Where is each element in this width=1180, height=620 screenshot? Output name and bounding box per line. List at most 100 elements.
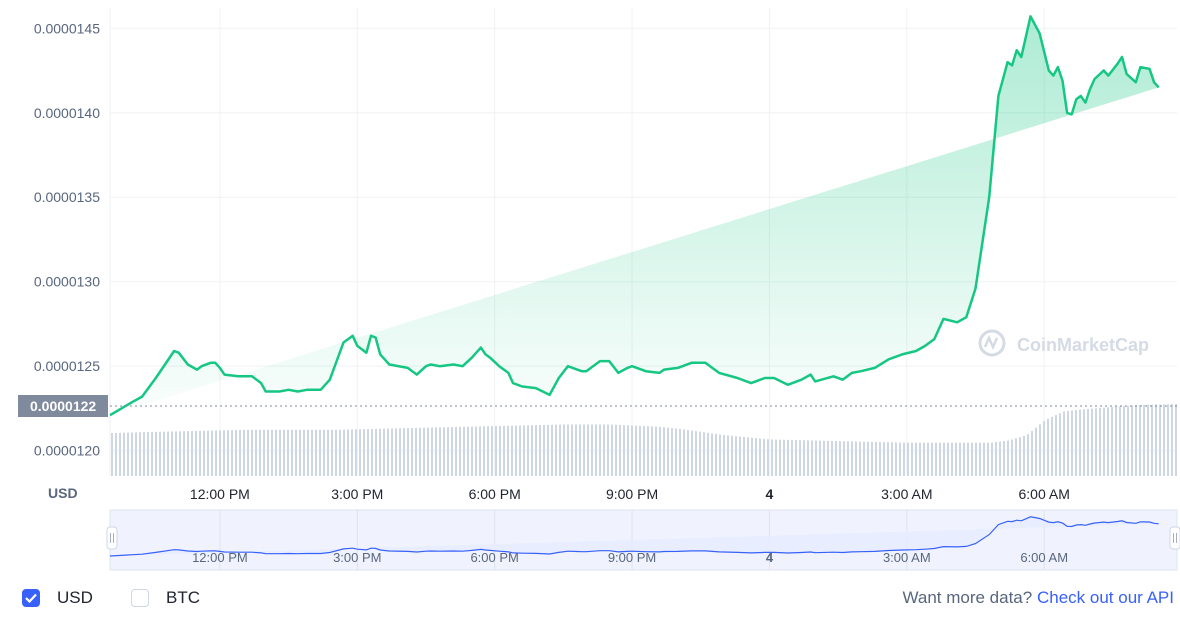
price-area: [110, 16, 1159, 416]
volume-bar: [323, 429, 325, 476]
volume-bar: [499, 425, 501, 476]
api-prompt: Want more data?: [902, 588, 1033, 607]
volume-bar: [167, 431, 169, 476]
volume-bar: [507, 425, 509, 476]
volume-bar: [815, 440, 817, 476]
volume-bar: [947, 442, 949, 476]
volume-bar: [567, 424, 569, 476]
volume-bar: [519, 425, 521, 476]
volume-bar: [827, 440, 829, 476]
volume-bar: [171, 431, 173, 476]
volume-bar: [967, 442, 969, 476]
grid-lines: [109, 8, 1177, 476]
volume-bar: [887, 442, 889, 476]
api-cta: Want more data? Check out our API: [902, 588, 1174, 608]
price-chart[interactable]: CoinMarketCap 0.0000122 0.0000120 0.00001…: [0, 0, 1180, 575]
volume-bar: [471, 426, 473, 476]
volume-bar: [691, 430, 693, 476]
volume-bar: [315, 429, 317, 476]
volume-bar: [647, 426, 649, 476]
volume-bar: [1011, 439, 1013, 476]
volume-bar: [651, 426, 653, 476]
volume-bar: [963, 442, 965, 476]
x-axis: USD 12:00 PM 3:00 PM 6:00 PM 9:00 PM 4 3:00 A…: [48, 485, 1070, 502]
volume-bar: [183, 431, 185, 476]
volume-bar: [1171, 404, 1173, 476]
volume-bar: [711, 433, 713, 476]
volume-bar: [983, 442, 985, 476]
navigator-left-handle[interactable]: [106, 526, 118, 550]
volume-bar: [495, 426, 497, 476]
current-price-marker: 0.0000122: [18, 395, 108, 417]
volume-bar: [875, 441, 877, 476]
volume-bar: [615, 424, 617, 476]
volume-bar: [331, 429, 333, 476]
volume-bar: [387, 428, 389, 476]
volume-bar: [483, 426, 485, 476]
y-tick-label: 0.0000140: [34, 105, 100, 121]
volume-bar: [1051, 416, 1053, 476]
volume-bar: [111, 432, 113, 476]
volume-bar: [231, 430, 233, 476]
volume-bar: [919, 442, 921, 476]
volume-bar: [363, 429, 365, 476]
y-tick-label: 0.0000120: [34, 443, 100, 459]
volume-bar: [751, 437, 753, 476]
volume-bar: [403, 428, 405, 476]
volume-bar: [927, 442, 929, 476]
volume-bar: [979, 442, 981, 476]
volume-bar: [939, 442, 941, 476]
volume-bar: [311, 429, 313, 476]
volume-bar: [1155, 404, 1157, 476]
volume-bar: [687, 430, 689, 476]
volume-bar: [931, 442, 933, 476]
volume-bar: [1115, 406, 1117, 476]
volume-bar: [335, 429, 337, 476]
volume-bar: [283, 429, 285, 476]
volume-bar: [871, 441, 873, 476]
range-navigator[interactable]: 12:00 PM 3:00 PM 6:00 PM 9:00 PM 4 3:00 AM 6:0…: [106, 509, 1180, 571]
volume-bar: [175, 431, 177, 476]
volume-bar: [775, 439, 777, 476]
api-link[interactable]: Check out our API: [1036, 588, 1174, 607]
navigator-area: [110, 516, 1159, 556]
volume-bar: [475, 426, 477, 476]
volume-bar: [707, 432, 709, 476]
volume-bar: [1151, 404, 1153, 476]
volume-bar: [135, 432, 137, 476]
y-axis: 0.0000120 0.0000125 0.0000130 0.0000135 0.00…: [34, 20, 100, 458]
volume-bar: [191, 431, 193, 476]
usd-checkbox-checked-icon[interactable]: [22, 589, 40, 607]
volume-bar: [867, 441, 869, 476]
volume-bar: [327, 429, 329, 476]
volume-bar: [847, 441, 849, 476]
volume-bar: [223, 430, 225, 476]
volume-bar: [863, 441, 865, 476]
navigator-right-handle[interactable]: [1169, 526, 1180, 550]
volume-bar: [1007, 440, 1009, 476]
volume-bar: [511, 425, 513, 476]
volume-bar: [595, 424, 597, 476]
volume-bar: [1123, 406, 1125, 476]
volume-bar: [1031, 430, 1033, 476]
btc-toggle[interactable]: BTC: [131, 588, 200, 608]
volume-bar: [911, 442, 913, 476]
usd-toggle[interactable]: USD: [22, 588, 93, 608]
volume-bar: [743, 436, 745, 476]
currency-axis-label: USD: [48, 485, 78, 501]
btc-toggle-label: BTC: [166, 588, 200, 607]
current-price-label: 0.0000122: [30, 398, 96, 414]
volume-bar: [1035, 427, 1037, 476]
btc-checkbox-unchecked-icon[interactable]: [131, 589, 149, 607]
watermark: CoinMarketCap: [978, 329, 1149, 357]
price-line: [109, 15, 1160, 417]
volume-bar: [1023, 436, 1025, 476]
y-tick-label: 0.0000145: [34, 20, 100, 36]
volume-bar: [915, 442, 917, 476]
volume-bar: [407, 428, 409, 476]
volume-bar: [899, 442, 901, 476]
volume-bar: [819, 440, 821, 476]
volume-bar: [211, 430, 213, 476]
volume-bar: [735, 436, 737, 476]
volume-bar: [603, 424, 605, 476]
